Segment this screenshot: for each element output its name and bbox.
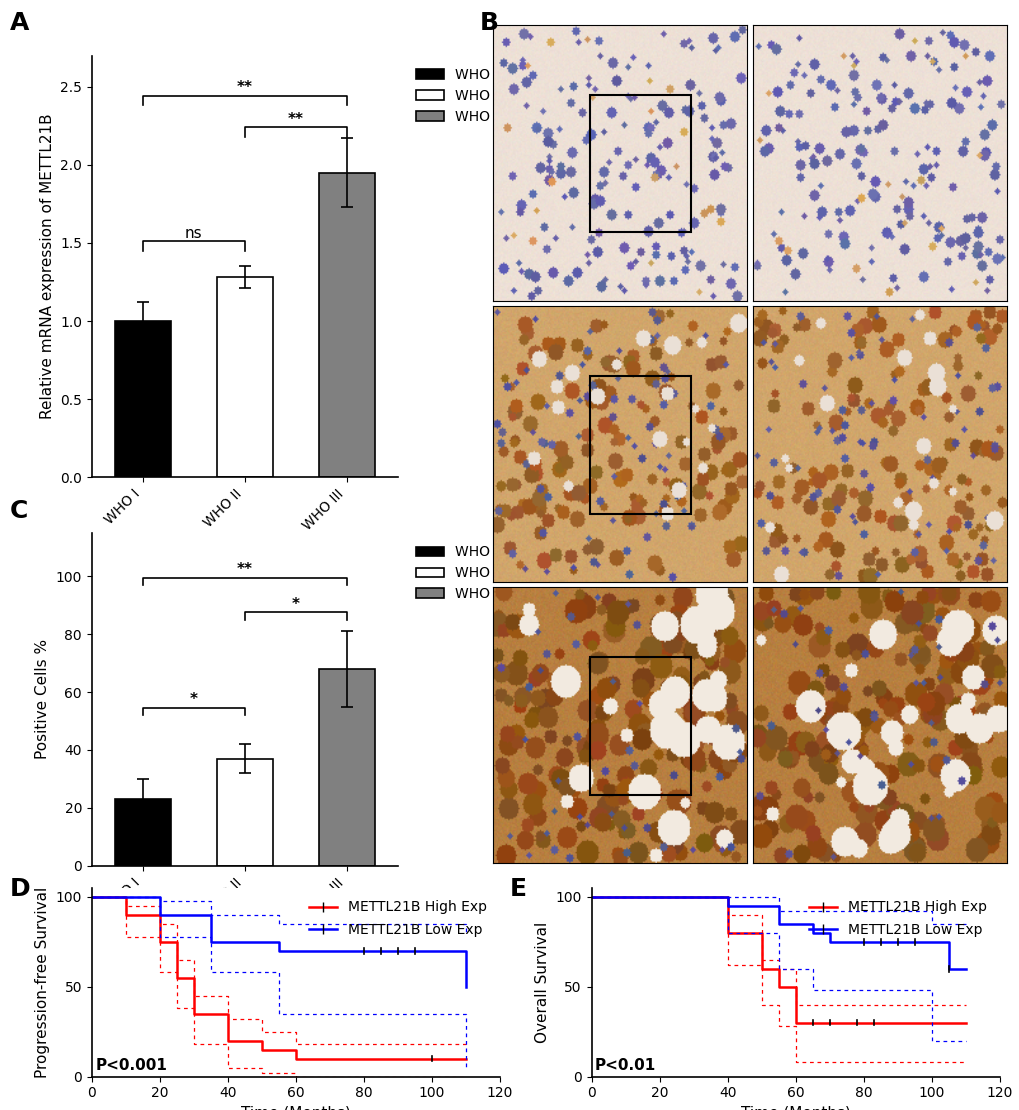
Legend: METTL21B High Exp, METTL21B Low Exp: METTL21B High Exp, METTL21B Low Exp — [803, 895, 991, 942]
Bar — [589, 94, 691, 232]
Y-axis label: Relative mRNA expression of METTL21B: Relative mRNA expression of METTL21B — [40, 113, 54, 420]
Bar — [589, 657, 691, 795]
Text: A: A — [10, 11, 30, 36]
Legend: METTL21B High Exp, METTL21B Low Exp: METTL21B High Exp, METTL21B Low Exp — [304, 895, 492, 942]
X-axis label: Time (Months): Time (Months) — [240, 1106, 351, 1110]
Bar — [217, 758, 273, 866]
Text: ns: ns — [184, 225, 203, 241]
Text: E: E — [510, 877, 527, 901]
Text: D: D — [10, 877, 31, 901]
Text: **: ** — [236, 80, 253, 95]
Bar — [319, 669, 375, 866]
Bar — [589, 376, 691, 514]
Bar — [114, 799, 171, 866]
Bar — [319, 173, 375, 477]
Text: **: ** — [236, 562, 253, 577]
Text: *: * — [190, 693, 198, 707]
Legend: WHO I, WHO II, WHO III: WHO I, WHO II, WHO III — [411, 62, 512, 130]
Text: B: B — [479, 11, 498, 36]
Text: **: ** — [287, 111, 304, 127]
Y-axis label: Positive Cells %: Positive Cells % — [35, 639, 50, 759]
X-axis label: Time (Months): Time (Months) — [740, 1106, 850, 1110]
Y-axis label: Progression-free Survival: Progression-free Survival — [35, 887, 50, 1078]
Text: C: C — [10, 500, 29, 524]
Y-axis label: Overall Survival: Overall Survival — [534, 921, 549, 1043]
Text: P<0.01: P<0.01 — [594, 1058, 655, 1072]
Legend: WHO I, WHO II, WHO III: WHO I, WHO II, WHO III — [411, 539, 512, 607]
Text: P<0.001: P<0.001 — [95, 1058, 167, 1072]
Bar — [217, 278, 273, 477]
Text: *: * — [291, 596, 300, 612]
Bar — [114, 321, 171, 477]
